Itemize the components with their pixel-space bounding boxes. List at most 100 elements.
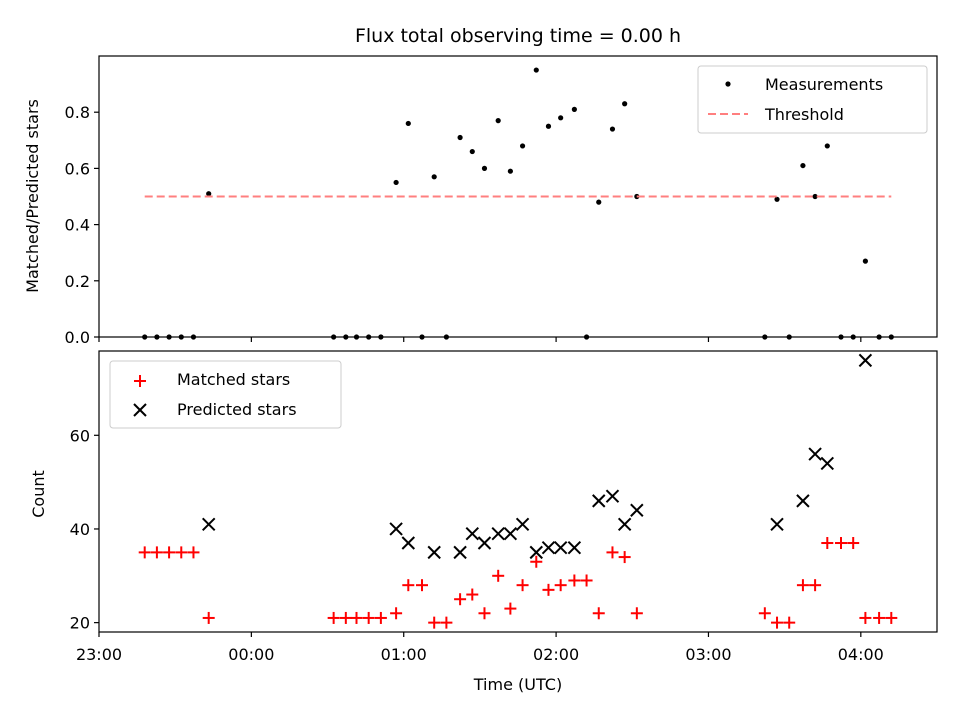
measurement-point — [431, 174, 437, 180]
legend-predicted-label: Predicted stars — [177, 400, 297, 419]
predicted-star-point — [491, 526, 505, 541]
predicted-star-point — [201, 517, 216, 531]
matched-star-point — [187, 546, 200, 559]
predicted-star-point — [820, 456, 835, 471]
bottom-x-axis-label: Time (UTC) — [473, 675, 562, 694]
measurement-point — [596, 199, 602, 205]
matched-star-point — [606, 546, 619, 559]
top-y-axis-label: Matched/Predicted stars — [23, 99, 42, 293]
matched-star-point — [554, 579, 567, 592]
predicted-star-point — [541, 540, 556, 555]
matched-star-point — [821, 537, 834, 550]
predicted-star-point — [796, 494, 810, 508]
predicted-star-point — [858, 353, 873, 368]
measurement-point — [393, 179, 399, 186]
predicted-star-point — [529, 545, 543, 560]
top-ytick-label: 0.0 — [65, 328, 90, 347]
measurement-point — [558, 115, 564, 121]
bottom-legend: Matched stars Predicted stars — [109, 360, 342, 429]
chart-title: Flux total observing time = 0.00 h — [355, 25, 681, 47]
matched-star-point — [374, 611, 387, 624]
matched-star-point — [592, 607, 605, 620]
matched-star-point — [492, 569, 505, 582]
legend-measurements-label: Measurements — [765, 75, 883, 94]
predicted-star-point — [630, 503, 644, 517]
bottom-xtick-label: 00:00 — [228, 645, 274, 664]
measurement-point — [545, 123, 552, 129]
matched-star-point — [416, 579, 429, 592]
bottom-panel: 20 40 60 23:00 00:00 01:00 02:00 03:00 04:00 Co… — [29, 350, 938, 694]
bottom-xtick-label: 03:00 — [685, 645, 731, 664]
bottom-axes-frame — [98, 350, 938, 633]
matched-star-point — [530, 555, 543, 568]
top-ytick-label: 0.8 — [65, 103, 90, 122]
predicted-star-point — [770, 517, 784, 531]
measurement-point — [812, 193, 818, 200]
matched-star-point — [580, 574, 593, 587]
matched-star-point — [362, 611, 375, 624]
matched-star-point — [885, 611, 898, 624]
matched-star-point — [771, 616, 784, 629]
matched-star-point — [466, 588, 479, 601]
predicted-star-point — [553, 540, 568, 555]
matched-star-point — [504, 602, 517, 615]
matched-star-point — [847, 537, 860, 550]
measurement-point — [206, 191, 212, 197]
measurement-point — [800, 162, 806, 169]
measurement-point — [405, 120, 411, 127]
matched-star-point — [630, 607, 643, 620]
predicted-star-point — [477, 536, 492, 550]
matched-star-point — [327, 611, 340, 624]
matched-star-point — [859, 611, 872, 624]
legend-predicted-marker — [133, 403, 147, 417]
matched-star-point — [175, 546, 188, 559]
matched-star-point — [150, 546, 163, 559]
matched-star-point — [402, 579, 415, 592]
predicted-star-point — [453, 545, 467, 560]
matched-star-point — [138, 546, 151, 559]
measurement-point — [481, 165, 488, 171]
predicted-star-point — [605, 489, 620, 503]
measurement-point — [609, 126, 616, 132]
bottom-ytick-label: 60 — [70, 426, 90, 445]
bottom-xtick-label: 04:00 — [838, 645, 884, 664]
bottom-ytick-label: 40 — [70, 520, 90, 539]
legend-threshold-label: Threshold — [764, 105, 844, 124]
bottom-xtick-label: 01:00 — [381, 645, 427, 664]
matched-star-point — [835, 537, 848, 550]
measurement-point — [457, 134, 463, 141]
matched-star-point — [350, 611, 363, 624]
predicted-star-point — [592, 494, 606, 508]
matched-star-point — [873, 611, 886, 624]
matched-star-point — [163, 546, 176, 559]
predicted-star-point — [515, 517, 530, 531]
measurement-point — [469, 148, 475, 155]
measurement-point — [533, 67, 539, 73]
measurement-point — [774, 196, 780, 202]
legend-measurements-marker — [725, 81, 731, 87]
legend-matched-label: Matched stars — [177, 370, 290, 389]
measurement-point — [519, 143, 526, 149]
top-ytick-label: 0.4 — [65, 216, 90, 235]
predicted-star-point — [567, 540, 582, 555]
top-ytick-label: 0.6 — [65, 159, 90, 178]
predicted-star-point — [503, 526, 518, 541]
matched-star-point — [516, 579, 529, 592]
matched-star-point — [390, 607, 403, 620]
matched-star-point — [440, 616, 453, 629]
matched-star-point — [783, 616, 796, 629]
predicted-star-point — [808, 447, 822, 461]
top-ytick-label: 0.2 — [65, 272, 90, 291]
bottom-xtick-label: 23:00 — [76, 645, 122, 664]
matched-star-point — [339, 611, 352, 624]
predicted-star-point — [401, 536, 416, 550]
predicted-star-point — [389, 522, 403, 536]
measurement-point — [495, 118, 501, 124]
matched-star-point — [568, 574, 581, 587]
bottom-y-axis-label: Count — [29, 470, 48, 518]
matched-star-point — [202, 611, 215, 624]
matched-star-point — [618, 551, 631, 564]
matched-star-point — [454, 593, 467, 606]
predicted-star-point — [465, 526, 479, 541]
